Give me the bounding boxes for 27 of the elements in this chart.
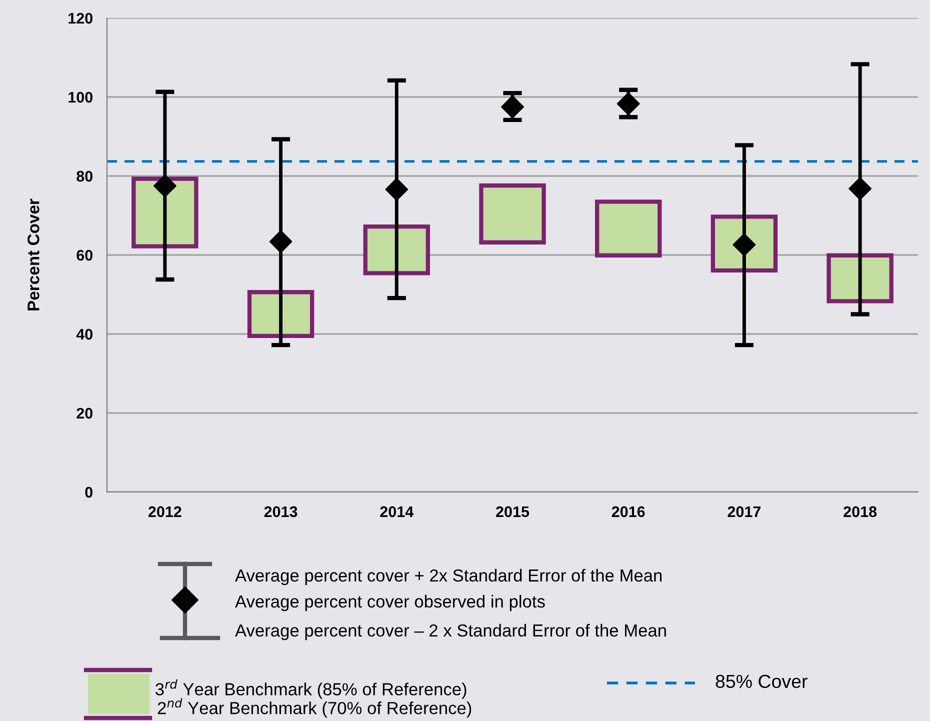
y-tick-label: 60: [76, 250, 92, 261]
y-tick-label: 120: [68, 12, 92, 24]
point: [269, 230, 292, 254]
point: [153, 174, 176, 198]
point: [385, 178, 408, 201]
x-tick-label: 2014: [380, 506, 414, 518]
text: Average percent cover – 2 x Standard Error of the Mean: [235, 624, 666, 640]
x-tick-label: 2018: [844, 506, 877, 518]
x-tick-label: 2013: [264, 506, 298, 518]
x-tick-label: 2016: [612, 506, 645, 518]
legend-label: Average percent cover observed in plots: [235, 594, 545, 612]
y-tick-label: 40: [76, 328, 92, 340]
y-axis-title: Percent Cover: [28, 198, 40, 310]
x-tick-label: 2015: [496, 506, 530, 518]
point: [501, 95, 524, 118]
legend-label: 85% Cover: [716, 674, 808, 688]
y-tick-label: 80: [76, 170, 92, 182]
x-tick-label: 2017: [728, 506, 761, 518]
text: 2$^{nd}$ Year Benchmark (70% of Reference): [158, 698, 472, 718]
x-tick-label: 2012: [148, 506, 182, 518]
legend-label: 3$^{rd}$ Year Benchmark (85% of Reference): [156, 679, 466, 699]
text: Average percent cover + 2x Standard Error of the Mean: [235, 568, 662, 586]
y-tick-label: 20: [76, 408, 92, 419]
point: [616, 92, 640, 116]
y-tick-label: 0: [85, 486, 92, 498]
y-tick-label: 100: [68, 92, 92, 103]
point: [848, 177, 872, 200]
